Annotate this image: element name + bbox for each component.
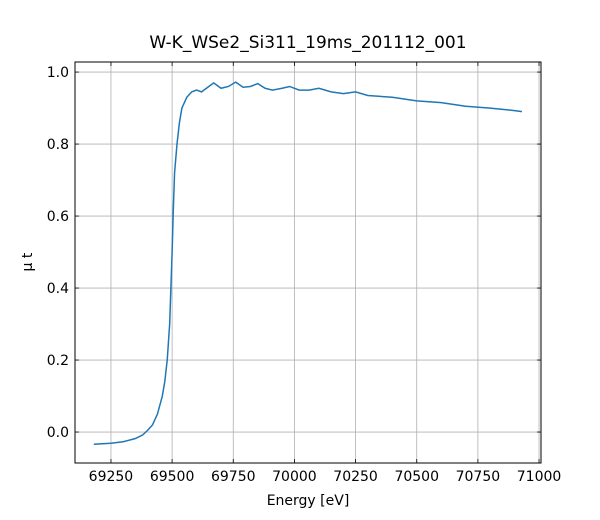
plot-frame [74, 61, 542, 464]
y-tick-label: 0.2 [47, 353, 69, 369]
x-tick-label: 70750 [456, 469, 501, 485]
x-tick-label: 71000 [517, 469, 562, 485]
chart-title: W-K_WSe2_Si311_19ms_201112_001 [149, 33, 466, 53]
y-tick-label: 0.4 [47, 281, 69, 297]
y-tick-label: 0.8 [47, 137, 69, 153]
x-tick-label: 69250 [89, 469, 134, 485]
data-line [93, 81, 523, 446]
x-tick-label: 69750 [211, 469, 256, 485]
x-tick-label: 70000 [272, 469, 317, 485]
x-tick-label: 70500 [394, 469, 439, 485]
x-axis-label: Energy [eV] [267, 493, 350, 509]
y-tick-label: 1.0 [47, 65, 69, 81]
y-axis-label: μ t [20, 252, 36, 271]
y-tick-label: 0.0 [47, 425, 69, 441]
x-tick-label: 70250 [333, 469, 378, 485]
x-tick-label: 69500 [150, 469, 195, 485]
y-tick-label: 0.6 [47, 209, 69, 225]
